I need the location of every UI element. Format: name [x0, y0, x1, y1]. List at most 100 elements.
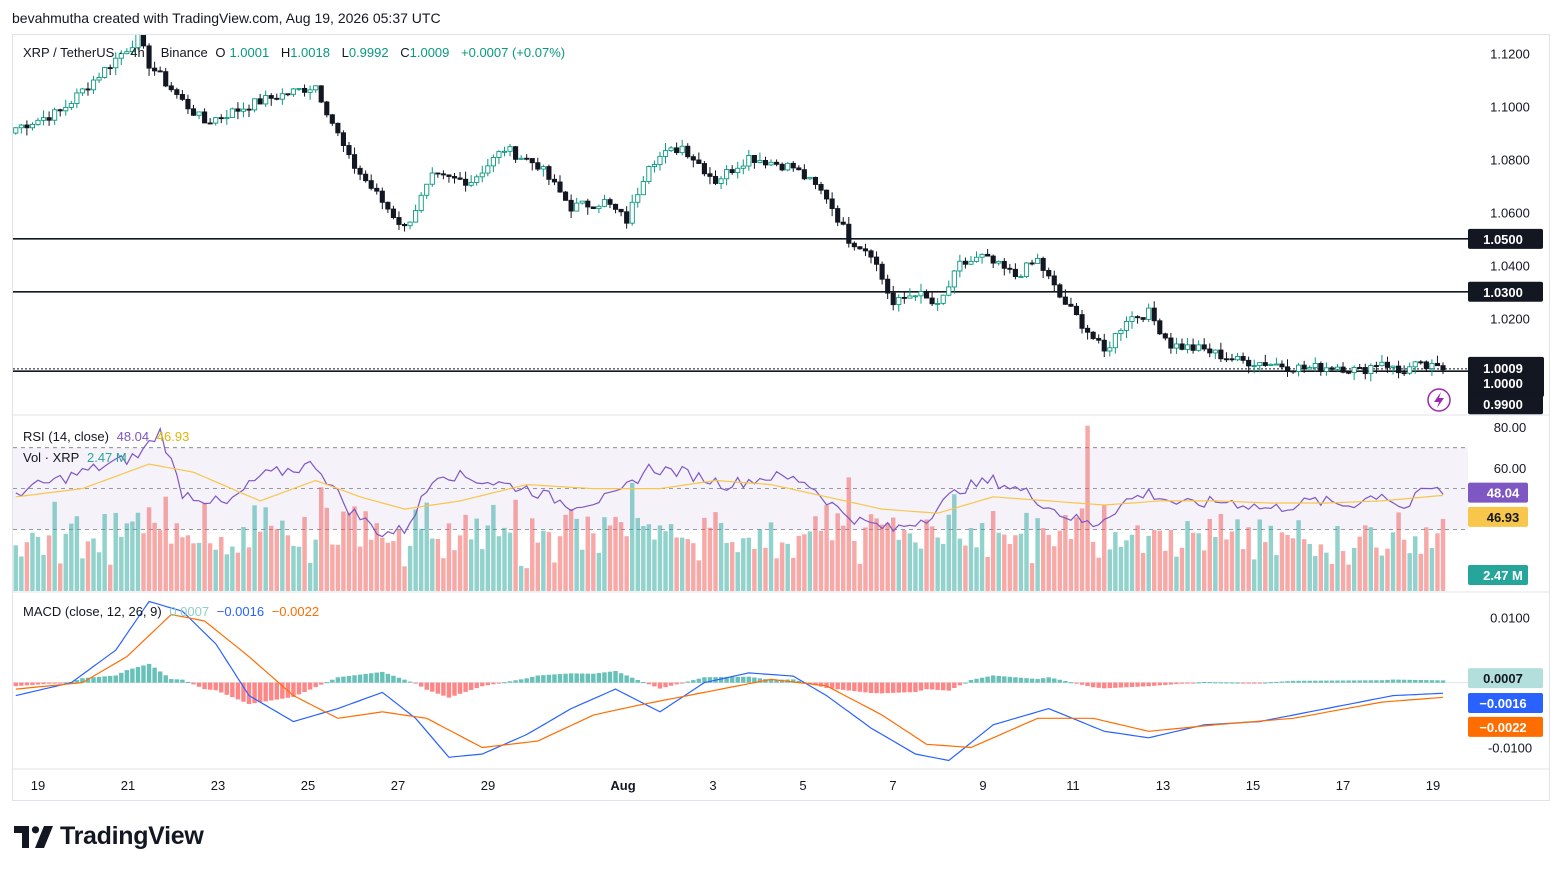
volume-bar	[752, 548, 757, 591]
macd-histogram-bar	[846, 682, 852, 691]
candle-body	[1146, 307, 1152, 320]
volume-bar	[913, 542, 918, 591]
macd-histogram-bar	[196, 682, 202, 687]
macd-value-tag-bg	[1468, 693, 1543, 714]
candle-body	[1184, 344, 1191, 350]
macd-histogram-bar	[185, 682, 191, 684]
macd-histogram-bar	[474, 682, 479, 689]
candle-body	[829, 198, 835, 210]
macd-histogram-bar	[80, 678, 85, 683]
macd-histogram-bar	[696, 678, 702, 683]
chart-frame[interactable]: 1.1200 1.1000 1.0800 1.0600 1.0400 1.0200 1.00…	[12, 34, 1550, 801]
macd-histogram-bar	[996, 675, 1001, 683]
volume-bar	[441, 558, 446, 591]
macd-histogram-bar	[452, 682, 457, 696]
symbol-interval[interactable]: 4h	[130, 45, 145, 60]
macd-histogram-bar	[602, 672, 607, 683]
macd-histogram-bar	[1418, 680, 1424, 683]
candle-body	[35, 119, 41, 125]
macd-histogram-bar	[979, 677, 985, 683]
macd-histogram-bar	[1002, 676, 1007, 683]
tradingview-logo[interactable]: TradingView	[14, 822, 204, 851]
volume-bar	[1079, 508, 1085, 591]
macd-histogram-bar	[657, 682, 663, 689]
volume-bar	[596, 552, 602, 591]
high-value: 1.0018	[290, 45, 330, 60]
volume-bar	[368, 539, 374, 591]
macd-histogram-bar	[63, 682, 68, 684]
volume-bar	[1290, 538, 1296, 591]
price-axis-tick-label: 1.0400	[1490, 258, 1530, 273]
volume-legend[interactable]: Vol · XRP 2.47 M	[23, 450, 131, 465]
macd-histogram-bar	[296, 682, 302, 695]
macd-histogram-bar	[1290, 680, 1296, 683]
macd-histogram-bar	[174, 679, 180, 683]
volume-bar	[35, 536, 41, 591]
volume-bar	[1418, 553, 1424, 591]
candle-body	[1362, 367, 1368, 375]
candle-body	[113, 57, 119, 69]
macd-histogram-bar	[929, 682, 935, 690]
volume-bar	[741, 538, 746, 591]
macd-histogram-bar	[135, 667, 141, 683]
macd-histogram-bar	[357, 674, 363, 683]
volume-bar	[1313, 555, 1318, 591]
candle-body	[1051, 275, 1057, 286]
macd-histogram-bar	[1429, 680, 1435, 683]
time-axis-tick-label: 5	[799, 778, 806, 793]
candle-body	[824, 189, 830, 200]
volume-bar	[141, 533, 146, 591]
macd-histogram-bar	[313, 682, 318, 688]
candle-body	[1357, 367, 1363, 369]
chart-svg[interactable]: 1.1200 1.1000 1.0800 1.0600 1.0400 1.0200 1.00…	[13, 35, 1550, 801]
volume-bar	[674, 537, 679, 591]
macd-histogram-bar	[691, 680, 696, 683]
level-tag-1-03-bg	[1468, 281, 1543, 302]
volume-bar	[896, 539, 901, 591]
volume-bar	[346, 512, 352, 591]
macd-histogram-bar	[1074, 682, 1079, 684]
macd-histogram-bar	[1346, 680, 1351, 683]
volume-bar	[1196, 533, 1201, 591]
volume-bar	[135, 512, 141, 591]
candle-body	[346, 145, 352, 156]
symbol-pair[interactable]: XRP / TetherUS	[23, 45, 115, 60]
macd-histogram-bar	[652, 682, 657, 687]
candle-body	[1090, 331, 1096, 339]
time-axis-tick-label: 11	[1066, 778, 1080, 793]
candle-body	[52, 109, 58, 121]
candle-body	[1379, 361, 1385, 367]
level-tag-0-99-text: 0.9900	[1483, 397, 1523, 412]
rsi-axis-tick-label: 80.00	[1494, 420, 1527, 435]
rsi-legend[interactable]: RSI (14, close) 48.04 46.93	[23, 429, 193, 444]
volume-bar	[1324, 552, 1329, 591]
macd-histogram-bar	[1135, 682, 1140, 687]
volume-bar	[841, 525, 846, 591]
volume-bar	[1351, 547, 1357, 591]
macd-histogram-bar	[1401, 679, 1407, 683]
volume-bar	[191, 543, 196, 591]
macd-histogram-bar	[580, 673, 585, 683]
candle-body	[474, 176, 480, 183]
candle-body	[140, 35, 147, 47]
candle-body	[157, 70, 163, 73]
volume-bar	[402, 566, 407, 591]
volume-bar	[829, 540, 835, 591]
candle-body	[1068, 303, 1074, 307]
candle-body	[1179, 343, 1185, 350]
volume-bar	[491, 504, 496, 591]
candle-body	[590, 206, 596, 210]
macd-histogram-bar	[24, 682, 30, 686]
candle-body	[1173, 343, 1180, 349]
macd-legend[interactable]: MACD (close, 12, 26, 9) 0.0007 −0.0016 −…	[23, 604, 323, 619]
candle-body	[785, 162, 791, 171]
candle-body	[296, 87, 302, 90]
candle-body	[435, 172, 441, 175]
candle-body	[524, 157, 530, 160]
volume-bar	[907, 533, 913, 591]
macd-histogram-bar	[513, 680, 518, 683]
macd-histogram-bar	[1279, 681, 1285, 683]
macd-histogram-bar	[1301, 680, 1307, 683]
macd-histogram-bar	[1268, 682, 1274, 684]
volume-bar	[979, 523, 985, 591]
